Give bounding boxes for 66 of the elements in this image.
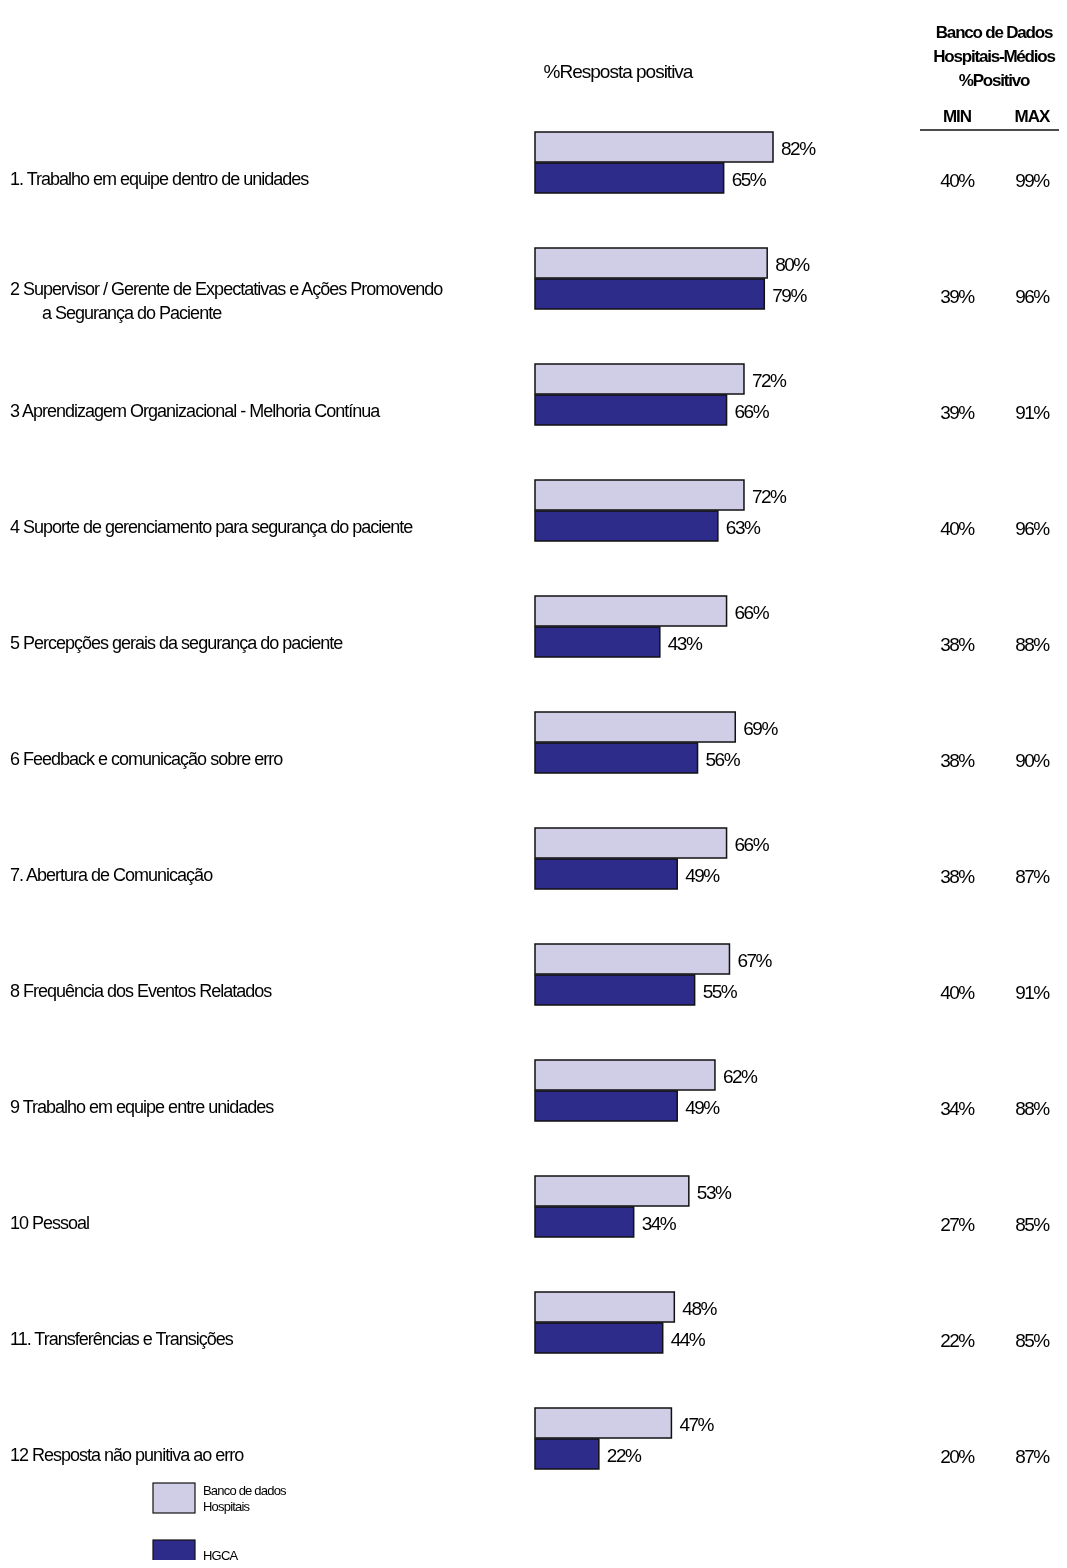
text: 22% [940, 1330, 976, 1351]
data-label: 69% [743, 717, 779, 739]
data-label: 62% [722, 1065, 759, 1087]
text: 96% [1015, 518, 1051, 539]
y-tick-label: 3 Aprendizagem Organizacional - Melhoria Contínua [10, 401, 382, 421]
data-label: 56% [705, 748, 741, 770]
y-tick-label: 10 Pessoal [10, 1213, 90, 1233]
text: 85% [1015, 1330, 1051, 1351]
data-label: 67% [737, 949, 773, 971]
y-tick-label: 12 Resposta não punitiva ao erro [10, 1445, 245, 1465]
data-label: 34% [641, 1212, 677, 1234]
data-label: 66% [734, 601, 770, 623]
text: 88% [1015, 1098, 1051, 1119]
category-label: MIN [942, 107, 972, 126]
text: 40% [940, 982, 976, 1003]
text: 87% [1015, 866, 1051, 887]
text: 90% [1015, 750, 1051, 771]
text: 39% [940, 402, 976, 423]
data-label: 79% [772, 284, 808, 306]
y-tick-label: 6 Feedback e comunicação sobre erro [10, 749, 284, 769]
y-tick-label: 5 Percepções gerais da segurança do paciente [10, 633, 344, 653]
data-label: 44% [670, 1328, 706, 1350]
legend-label: HGCA [203, 1548, 239, 1563]
legend-label: Banco de dados Hospitais [203, 1483, 288, 1514]
text: 91% [1015, 982, 1051, 1003]
data-label: 49% [685, 1096, 721, 1118]
text: Banco de Dados Hospitais-Médios %Positivo [933, 23, 1056, 90]
text: 85% [1015, 1214, 1051, 1235]
data-label: 55% [702, 980, 738, 1002]
text: 38% [940, 866, 976, 887]
text: 96% [1015, 286, 1051, 307]
data-label: 72% [751, 485, 788, 507]
text: 40% [940, 518, 976, 539]
y-tick-label: 1. Trabalho em equipe dentro de unidades [10, 169, 310, 189]
text: 40% [940, 170, 976, 191]
text: 88% [1015, 634, 1051, 655]
data-label: 43% [667, 632, 703, 654]
y-tick-label: 7. Abertura de Comunicação [10, 865, 214, 885]
data-label: 63% [725, 516, 761, 538]
text: 99% [1015, 170, 1051, 191]
data-label: 82% [781, 137, 817, 159]
text: 91% [1015, 402, 1051, 423]
text: 39% [940, 286, 976, 307]
data-label: 48% [682, 1297, 718, 1319]
data-label: 66% [734, 833, 770, 855]
data-label: 49% [685, 864, 721, 886]
text: 20% [940, 1446, 976, 1467]
chart-title: %Resposta positiva [543, 61, 694, 82]
data-label: 72% [751, 369, 788, 391]
y-tick-label: 2 Supervisor / Gerente de Expectativas e Ações Promovendo a Segurança do Paciente [10, 279, 444, 323]
category-label: MAX [1014, 107, 1052, 126]
y-tick-label: 9 Trabalho em equipe entre unidades [10, 1097, 275, 1117]
y-tick-label: 11. Transferências e Transições [10, 1329, 234, 1349]
data-label: 65% [731, 168, 767, 190]
text: 34% [940, 1098, 976, 1119]
data-label: 22% [606, 1444, 642, 1466]
data-label: 66% [734, 400, 770, 422]
data-label: 47% [679, 1413, 715, 1435]
data-label: 80% [775, 253, 811, 275]
text: 27% [940, 1214, 976, 1235]
text: 38% [940, 634, 976, 655]
y-tick-label: 8 Frequência dos Eventos Relatados [10, 981, 273, 1001]
data-label: 53% [696, 1181, 732, 1203]
text: 38% [940, 750, 976, 771]
text: 87% [1015, 1446, 1051, 1467]
y-tick-label: 4 Suporte de gerenciamento para segurança do paciente [10, 517, 414, 537]
